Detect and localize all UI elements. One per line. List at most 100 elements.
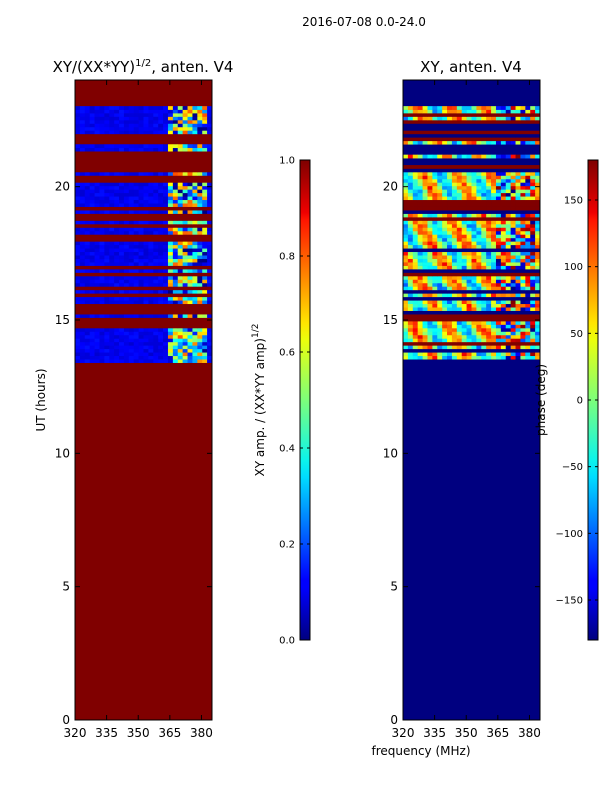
heatmap-cell: [427, 244, 433, 249]
heatmap-cell: [109, 168, 115, 173]
heatmap-cell: [515, 227, 521, 232]
heatmap-cell: [138, 165, 144, 169]
heatmap-cell: [143, 206, 149, 211]
heatmap-cell: [119, 352, 125, 357]
heatmap-cell: [466, 133, 472, 138]
heatmap-cell: [153, 272, 159, 277]
heatmap-cell: [486, 168, 492, 173]
heatmap-cell: [114, 172, 120, 176]
heatmap-cell: [75, 341, 81, 346]
heatmap-cell: [138, 192, 144, 197]
heatmap-cell: [202, 175, 208, 180]
heatmap-cell: [491, 165, 497, 169]
heatmap-cell: [123, 345, 130, 350]
heatmap-cell: [471, 334, 477, 339]
heatmap-cell: [128, 279, 135, 284]
heatmap-cell: [442, 237, 448, 242]
heatmap-cell: [447, 348, 453, 353]
heatmap-cell: [461, 321, 467, 325]
heatmap-cell: [495, 265, 502, 270]
heatmap-cell: [182, 279, 188, 284]
heatmap-cell: [461, 352, 467, 357]
heatmap-cell: [172, 172, 179, 176]
heatmap-cell: [530, 317, 536, 322]
heatmap-cell: [535, 355, 541, 360]
heatmap-cell: [486, 293, 492, 298]
heatmap-cell: [148, 106, 154, 110]
heatmap-cell: [486, 355, 492, 360]
heatmap-cell: [182, 334, 188, 339]
heatmap-cell: [94, 210, 100, 214]
heatmap-cell: [123, 185, 130, 190]
heatmap-cell: [158, 130, 164, 135]
heatmap-cell: [202, 321, 208, 325]
heatmap-cell: [138, 123, 144, 128]
heatmap-cell: [84, 123, 90, 128]
heatmap-cell: [182, 317, 188, 322]
heatmap-cell: [177, 199, 183, 204]
heatmap-cell: [515, 251, 521, 256]
heatmap-cell: [128, 217, 135, 221]
heatmap-cell: [442, 255, 448, 259]
heatmap-cell: [515, 140, 521, 145]
heatmap-cell: [486, 137, 492, 142]
heatmap-cell: [207, 120, 213, 124]
heatmap-cell: [461, 189, 467, 194]
heatmap-cell: [207, 352, 213, 357]
heatmap-cell: [535, 331, 541, 336]
heatmap-cell: [447, 338, 453, 343]
heatmap-cell: [461, 213, 467, 218]
heatmap-cell: [128, 255, 135, 259]
heatmap-cell: [84, 227, 90, 232]
heatmap-cell: [427, 203, 433, 207]
heatmap-cell: [192, 310, 198, 315]
heatmap-cell: [437, 224, 443, 228]
heatmap-cell: [451, 334, 458, 339]
heatmap-cell: [515, 359, 521, 363]
heatmap-cell: [447, 345, 453, 350]
heatmap-cell: [525, 137, 531, 142]
heatmap-cell: [192, 338, 198, 343]
heatmap-cell: [412, 317, 418, 322]
heatmap-cell: [486, 296, 492, 301]
heatmap-cell: [128, 282, 135, 287]
heatmap-cell: [466, 296, 472, 301]
heatmap-cell: [495, 269, 502, 273]
heatmap-cell: [417, 203, 423, 207]
heatmap-cell: [187, 137, 193, 142]
heatmap-cell: [412, 237, 418, 242]
heatmap-cell: [158, 258, 164, 263]
heatmap-cell: [202, 331, 208, 336]
heatmap-cell: [153, 230, 159, 235]
heatmap-cell: [407, 227, 414, 232]
heatmap-cell: [104, 206, 110, 211]
heatmap-cell: [461, 126, 467, 131]
heatmap-cell: [461, 234, 467, 239]
heatmap-cell: [109, 258, 115, 263]
heatmap-cell: [417, 185, 423, 190]
heatmap-cell: [505, 241, 511, 246]
heatmap-cell: [104, 109, 110, 114]
heatmap-cell: [471, 206, 477, 211]
heatmap-cell: [442, 126, 448, 131]
heatmap-cell: [417, 120, 423, 124]
heatmap-cell: [442, 359, 448, 363]
heatmap-cell: [133, 206, 139, 211]
heatmap-cell: [505, 175, 511, 180]
heatmap-cell: [461, 203, 467, 207]
heatmap-cell: [99, 345, 105, 350]
heatmap-cell: [491, 355, 497, 360]
heatmap-cell: [481, 293, 487, 298]
heatmap-cell: [422, 296, 428, 301]
heatmap-cell: [451, 293, 458, 298]
heatmap-cell: [481, 307, 487, 311]
heatmap-cell: [187, 234, 193, 239]
heatmap-cell: [471, 251, 477, 256]
heatmap-cell: [177, 224, 183, 228]
heatmap-cell: [466, 348, 472, 353]
heatmap-cell: [197, 244, 203, 249]
heatmap-cell: [456, 196, 463, 201]
heatmap-cell: [202, 144, 208, 149]
heatmap-cell: [525, 220, 531, 225]
heatmap-cell: [153, 341, 159, 346]
